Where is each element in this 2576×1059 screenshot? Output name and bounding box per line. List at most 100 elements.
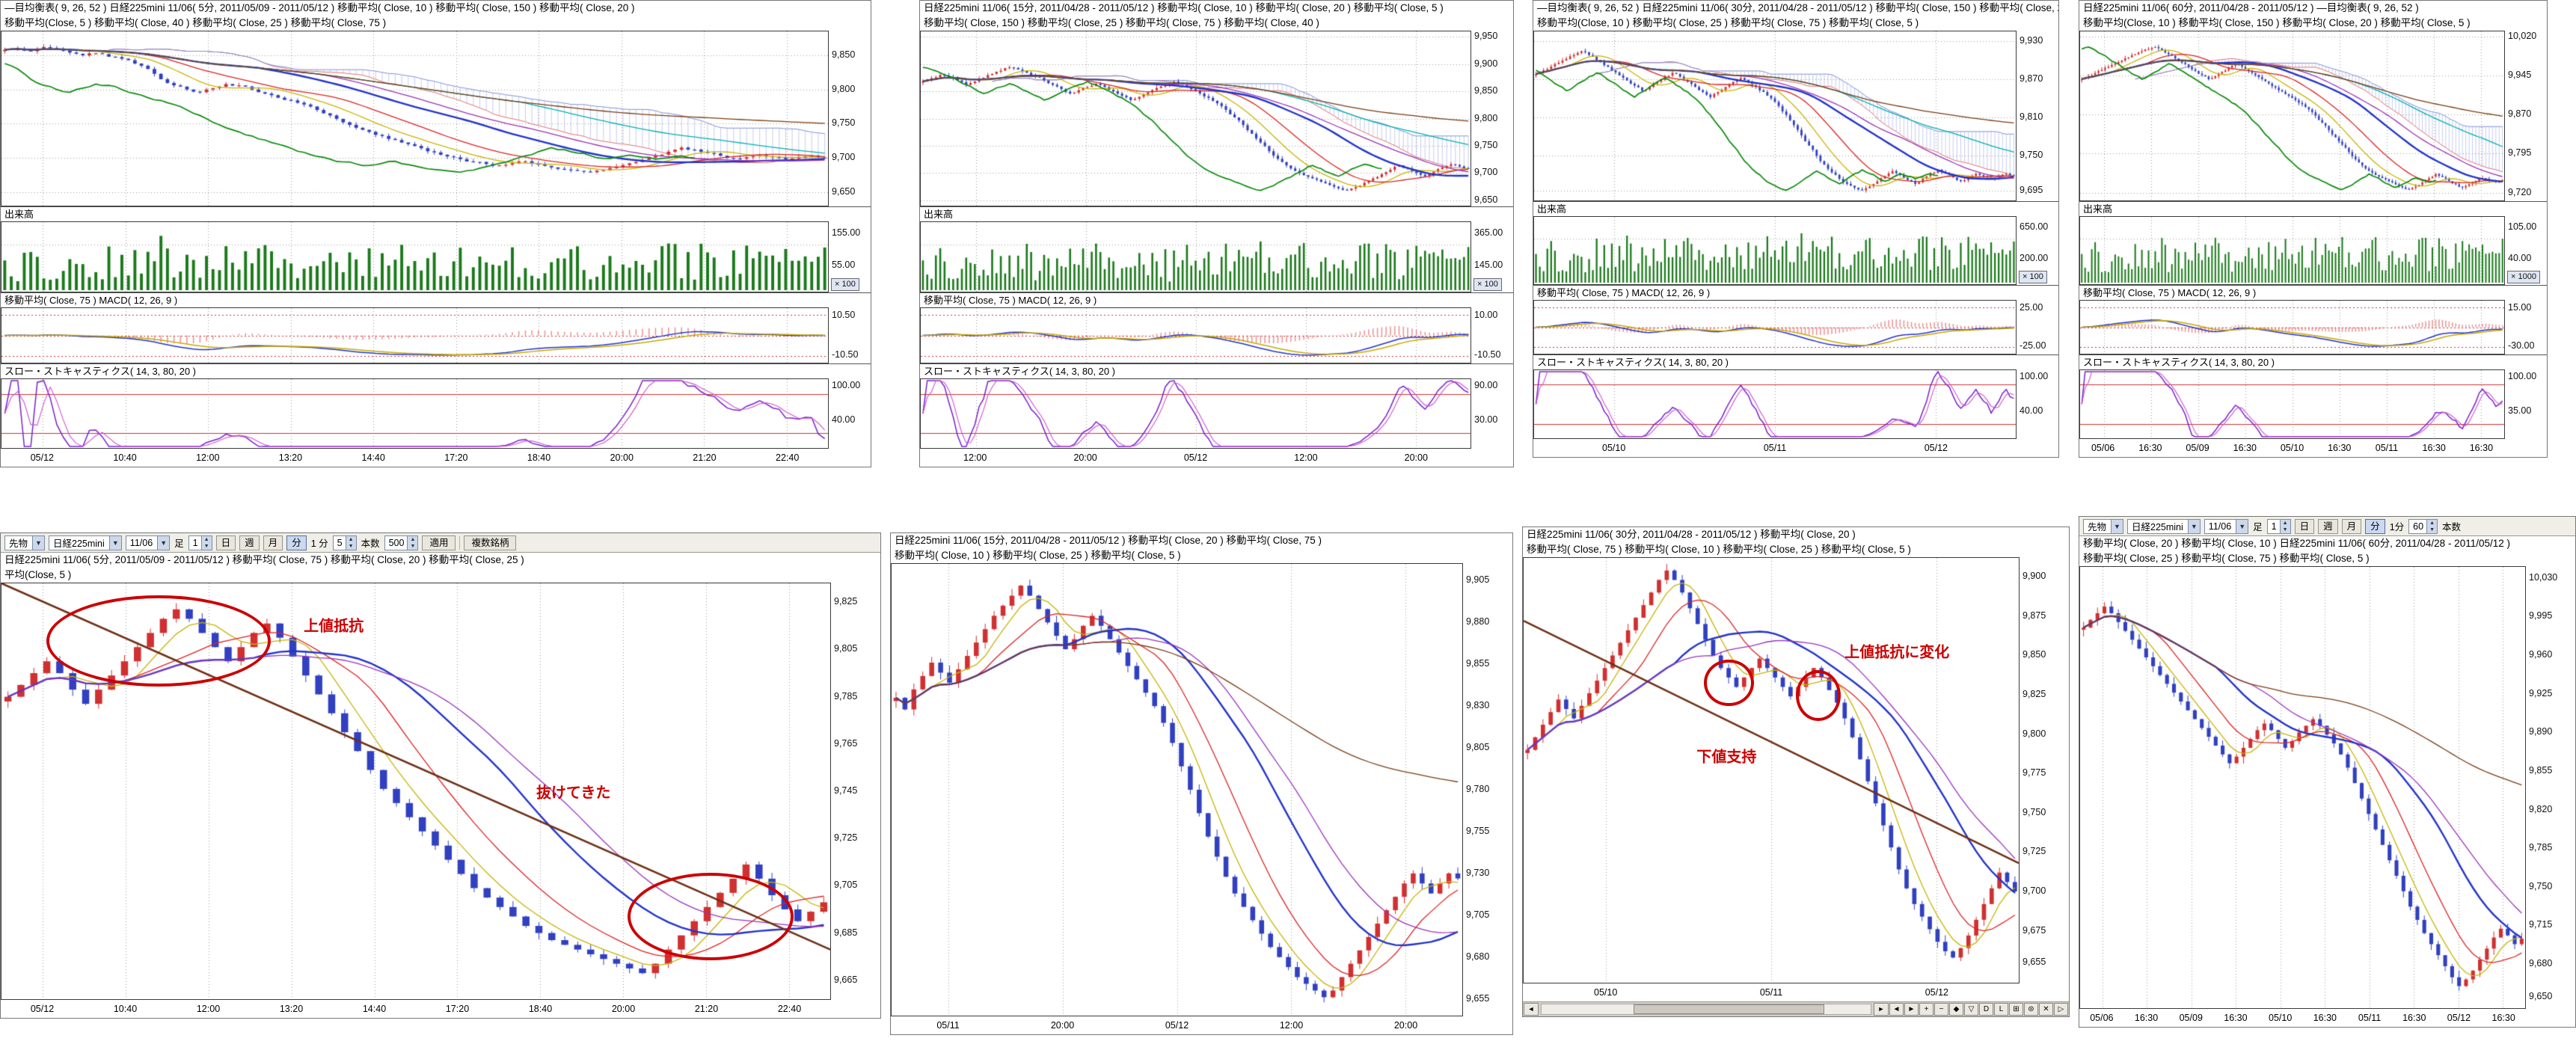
toolbar-select[interactable]: 日経225mini ▼ — [49, 535, 122, 550]
axis-label: 9,785 — [2529, 842, 2553, 853]
price-plot[interactable] — [1, 583, 831, 1000]
stoch-plot[interactable] — [2079, 369, 2505, 439]
time-axis-label: 10:40 — [113, 452, 137, 463]
time-axis: 05/12 10:40 12:00 13:20 14:40 17:20 18:40 20:00… — [1, 449, 871, 467]
axis-label: 9,800 — [2023, 728, 2046, 739]
axis-label: 9,805 — [834, 643, 858, 654]
toolbar-button[interactable]: 複数銘柄 — [464, 535, 517, 550]
spinner-arrows-icon: ▲ ▼ — [345, 535, 356, 550]
chart-tool-button[interactable]: D — [1979, 1003, 1993, 1016]
scroll-left-button[interactable]: ◄ — [1524, 1003, 1539, 1016]
stoch-plot[interactable] — [1, 378, 829, 449]
scrollbar-track[interactable] — [1541, 1004, 1871, 1015]
chart-tool-button[interactable]: + — [1919, 1003, 1933, 1016]
chart-tool-button[interactable]: ◆ — [1949, 1003, 1963, 1016]
toolbar-select[interactable]: 11/06 ▼ — [125, 535, 171, 550]
horizontal-scrollbar[interactable]: ◄ ► ◄ ► + − ◆ ▽ D L ⊞ ⊜ ✕ ▷ — [1523, 1001, 2069, 1016]
price-plot[interactable] — [891, 563, 1463, 1016]
toolbar-period-月[interactable]: 月 — [263, 535, 283, 550]
price-plot[interactable] — [2079, 31, 2505, 201]
chart-tool-button[interactable]: ◄ — [1889, 1003, 1904, 1016]
chevron-down-icon: ▼ — [2111, 519, 2123, 533]
chart-tool-button[interactable]: − — [1934, 1003, 1948, 1016]
toolbar-select-label: 日経225mini — [53, 538, 105, 549]
price-plot[interactable] — [1533, 31, 2017, 201]
time-axis-label: 05/11 — [2358, 1013, 2382, 1023]
price-plot[interactable] — [920, 31, 1471, 206]
chart-tool-button[interactable]: L — [1994, 1003, 2008, 1016]
toolbar-spinner[interactable]: 500 ▲ ▼ — [384, 535, 419, 550]
chart-tool-button[interactable]: ▽ — [1964, 1003, 1978, 1016]
macd-plot-canvas — [921, 308, 1471, 363]
time-axis-label: 05/11 — [1763, 443, 1787, 453]
axis-label: 9,730 — [1466, 867, 1490, 878]
volume-plot[interactable] — [1, 221, 829, 292]
volume-plot-canvas — [2080, 217, 2504, 284]
volume-plot[interactable] — [920, 221, 1471, 292]
volume-plot[interactable] — [1533, 216, 2017, 285]
price-plot-canvas — [892, 564, 1462, 1016]
toolbar-period-日[interactable]: 日 — [2294, 518, 2315, 534]
chart-body: 9,900 9,875 9,850 9,825 9,800 9,775 9,750 9,725… — [1523, 557, 2069, 1016]
time-axis-label: 14:40 — [362, 1004, 387, 1014]
toolbar-select[interactable]: 先物 ▼ — [4, 535, 46, 550]
stoch-plot[interactable] — [1533, 369, 2017, 439]
toolbar-label: 足 — [174, 538, 184, 549]
volume-section-label: 出来高 — [920, 206, 1513, 221]
scroll-right-button[interactable]: ► — [1874, 1003, 1889, 1016]
time-axis: 05/10 05/11 05/12 — [1523, 983, 2069, 1001]
axis-label: 100.00 — [2020, 371, 2049, 382]
axis-label: 650.00 — [2020, 221, 2049, 233]
macd-plot[interactable] — [920, 307, 1471, 363]
axis-label: 145.00 — [1474, 259, 1503, 270]
price-axis: 100.00 40.00 — [829, 378, 871, 449]
chart-legend-line1: 日経225mini 11/06( 15分, 2011/04/28 - 2011/… — [891, 533, 1512, 548]
macd-plot[interactable] — [1, 307, 829, 363]
price-axis: 25.00 -25.00 — [2017, 300, 2058, 354]
toolbar-period-日[interactable]: 日 — [215, 535, 236, 550]
price-plot[interactable] — [2079, 566, 2526, 1009]
axis-label: 9,775 — [2023, 767, 2046, 779]
price-plot[interactable] — [1, 31, 829, 206]
volume-plot[interactable] — [2079, 216, 2505, 285]
price-plot-canvas — [1, 31, 828, 206]
time-axis-label: 21:20 — [694, 1004, 719, 1014]
toolbar-select[interactable]: 11/06 ▼ — [2204, 518, 2249, 534]
toolbar-spinner[interactable]: 1 ▲ ▼ — [2266, 518, 2291, 534]
axis-label: 9,680 — [1466, 951, 1490, 962]
time-axis-label: 05/10 — [1594, 987, 1618, 998]
price-axis: 90.00 30.00 — [1471, 378, 1513, 449]
toolbar-spinner[interactable]: 5 ▲ ▼ — [332, 535, 357, 550]
toolbar-period-分[interactable]: 分 — [286, 535, 307, 550]
time-axis: 05/11 20:00 05/12 12:00 20:00 — [891, 1016, 1512, 1034]
axis-label: 9,800 — [832, 83, 856, 94]
toolbar-period-月[interactable]: 月 — [2341, 518, 2362, 534]
toolbar-period-週[interactable]: 週 — [239, 535, 260, 550]
axis-label: 9,715 — [2529, 919, 2553, 930]
chart-legend-line2: 移動平均( Close, 150 ) 移動平均( Close, 25 ) 移動平… — [920, 16, 1513, 31]
scrollbar-thumb[interactable] — [1634, 1004, 1825, 1014]
toolbar-select[interactable]: 日経225mini ▼ — [2127, 518, 2201, 534]
chart-tool-button[interactable]: ⊜ — [2024, 1003, 2038, 1016]
chart-tool-button[interactable]: ✕ — [2039, 1003, 2053, 1016]
price-plot[interactable] — [1523, 557, 2020, 983]
time-axis-label: 12:00 — [1294, 452, 1318, 463]
chart-tool-button[interactable]: ⊞ — [2009, 1003, 2023, 1016]
axis-multiplier: × 1000 — [2507, 271, 2540, 283]
toolbar-spinner[interactable]: 1 ▲ ▼ — [188, 535, 212, 550]
macd-plot[interactable] — [1533, 300, 2017, 354]
toolbar-period-週[interactable]: 週 — [2318, 518, 2338, 534]
stoch-plot[interactable] — [920, 378, 1471, 449]
chart-tool-button[interactable]: ► — [1904, 1003, 1919, 1016]
toolbar-spinner[interactable]: 60 ▲ ▼ — [2408, 518, 2438, 534]
axis-label: 9,880 — [1466, 616, 1490, 627]
price-plot-canvas — [2080, 31, 2504, 200]
axis-label: 10,030 — [2529, 571, 2558, 583]
toolbar-select[interactable]: 先物 ▼ — [2083, 518, 2124, 534]
macd-plot[interactable] — [2079, 300, 2505, 354]
axis-label: 9,650 — [2529, 991, 2553, 1002]
toolbar-button[interactable]: 適用 — [422, 535, 456, 550]
time-axis-label: 05/11 — [2375, 443, 2399, 453]
toolbar-period-分[interactable]: 分 — [2365, 518, 2385, 534]
chart-tool-button[interactable]: ▷ — [2054, 1003, 2068, 1016]
